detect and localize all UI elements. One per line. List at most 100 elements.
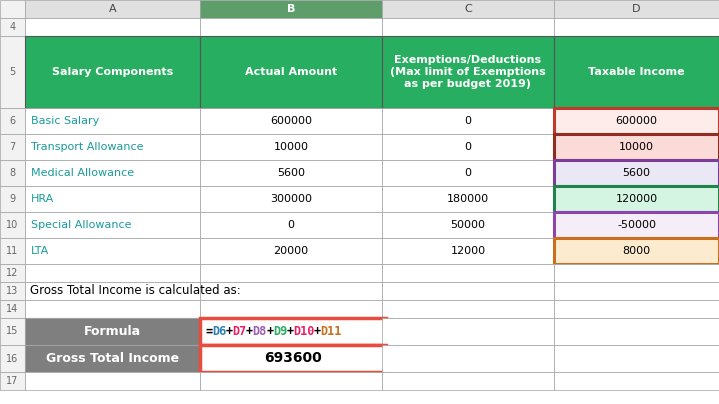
Text: -50000: -50000 [617,220,656,230]
Text: 13: 13 [6,286,19,296]
Bar [0,108,25,134]
Bar [200,18,382,36]
Bar [0,372,25,390]
Bar [200,282,382,300]
Bar [382,108,554,134]
Bar [382,372,554,390]
Bar [382,238,554,264]
Bar [554,238,719,264]
Text: 5600: 5600 [623,168,651,178]
Bar [554,160,719,186]
Bar [200,0,382,18]
Bar [200,134,382,160]
Bar [554,186,719,212]
Bar [200,36,382,108]
Bar [200,186,382,212]
Text: Salary Components: Salary Components [52,67,173,77]
Bar [554,134,719,160]
Bar [382,186,554,212]
Text: 300000: 300000 [270,194,312,204]
Bar [200,160,382,186]
Text: HRA: HRA [31,194,54,204]
Text: Formula: Formula [84,325,141,338]
Bar [25,186,200,212]
Bar [0,345,25,372]
Bar [25,282,200,300]
Bar [25,0,200,18]
Bar [25,160,200,186]
Bar [554,36,719,108]
Bar [0,186,25,212]
Bar [25,372,200,390]
Text: Actual Amount: Actual Amount [245,67,337,77]
Bar [554,108,719,134]
Bar [382,0,554,18]
Bar [554,212,719,238]
Text: 600000: 600000 [270,116,312,126]
Bar [200,212,382,238]
Text: 693600: 693600 [264,351,322,366]
Text: Taxable Income: Taxable Income [588,67,684,77]
Text: 120000: 120000 [615,194,658,204]
Bar [554,264,719,282]
Bar [200,372,382,390]
Text: 0: 0 [464,168,472,178]
Text: D11: D11 [321,325,342,338]
Text: +: + [266,325,273,338]
Bar [382,282,554,300]
Bar [25,318,200,345]
Bar [382,160,554,186]
Bar [200,108,382,134]
Text: +: + [313,325,321,338]
Bar [382,36,554,108]
Bar [25,18,200,36]
Bar [554,282,719,300]
Bar [0,238,25,264]
Text: 12: 12 [6,268,19,278]
Text: 10000: 10000 [273,142,308,152]
Text: 10000: 10000 [619,142,654,152]
Text: D8: D8 [252,325,267,338]
Text: D7: D7 [232,325,247,338]
Bar [25,134,200,160]
Bar [0,160,25,186]
Bar [382,318,554,345]
Bar [25,264,200,282]
Bar [25,238,200,264]
Text: 20000: 20000 [273,246,308,256]
Text: 16: 16 [6,354,19,364]
Text: D6: D6 [212,325,226,338]
Text: +: + [287,325,294,338]
Bar [0,282,25,300]
Bar [554,318,719,345]
Text: =: = [205,325,212,338]
Bar [0,264,25,282]
Text: 8000: 8000 [623,246,651,256]
Text: +: + [225,325,232,338]
Bar [200,300,382,318]
Text: 10: 10 [6,220,19,230]
Bar [25,300,200,318]
Text: +: + [246,325,253,338]
Text: 17: 17 [6,376,19,386]
Text: 0: 0 [464,116,472,126]
Text: 600000: 600000 [615,116,657,126]
Text: 6: 6 [9,116,16,126]
Text: 7: 7 [9,142,16,152]
Bar [554,18,719,36]
Bar [554,372,719,390]
Bar [25,36,200,108]
Text: D9: D9 [273,325,288,338]
Bar [382,134,554,160]
Bar [200,264,382,282]
Text: Gross Total Income is calculated as:: Gross Total Income is calculated as: [30,284,241,297]
Text: 15: 15 [6,326,19,337]
Text: LTA: LTA [31,246,49,256]
Text: 12000: 12000 [450,246,485,256]
Text: B: B [287,4,296,14]
Text: 5600: 5600 [277,168,305,178]
Text: Medical Allowance: Medical Allowance [31,168,134,178]
Text: 4: 4 [9,22,16,32]
Bar [382,300,554,318]
Bar [0,212,25,238]
